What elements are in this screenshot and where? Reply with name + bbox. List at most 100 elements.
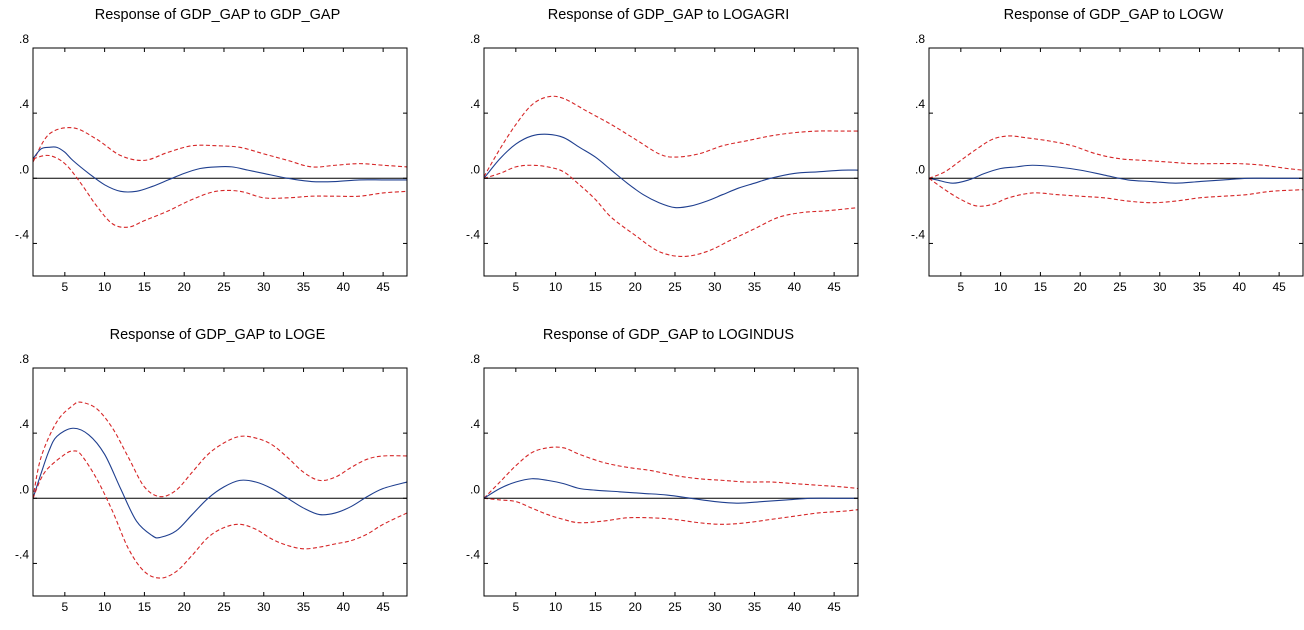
series-group xyxy=(484,95,858,258)
x-tick-label: 5 xyxy=(512,280,519,294)
x-tick-label: 40 xyxy=(788,600,802,614)
response-line xyxy=(929,164,1303,184)
x-tick-label: 10 xyxy=(98,600,112,614)
x-tick-label: 35 xyxy=(297,280,311,294)
upper-band-line xyxy=(484,446,858,499)
y-tick-label: .8 xyxy=(915,32,925,46)
x-tick-label: 20 xyxy=(1074,280,1088,294)
upper-band-line xyxy=(33,401,407,499)
y-tick-label: .0 xyxy=(19,482,29,496)
chart-title: Response of GDP_GAP to LOGW xyxy=(1003,7,1224,23)
y-tick-label: -.4 xyxy=(15,227,29,241)
y-tick-label: .0 xyxy=(470,482,480,496)
upper-band-line xyxy=(484,95,858,177)
y-tick-label: .8 xyxy=(19,32,29,46)
y-tick-label: .8 xyxy=(470,352,480,366)
chart-title: Response of GDP_GAP to GDP_GAP xyxy=(94,7,341,23)
x-tick-label: 5 xyxy=(512,600,519,614)
y-tick-label: .8 xyxy=(19,352,29,366)
x-tick-label: 15 xyxy=(138,600,152,614)
lower-band-line xyxy=(33,154,407,228)
y-tick-label: .4 xyxy=(470,417,480,431)
plot-frame xyxy=(483,47,859,277)
y-tick-label: .0 xyxy=(470,162,480,176)
chart-title: Response of GDP_GAP to LOGINDUS xyxy=(542,327,795,343)
series-group xyxy=(33,401,407,579)
x-tick-label: 10 xyxy=(994,280,1008,294)
chart-plot: .8 .4 .0 -.4 5 10 15 20 25 30 35 40 45 xyxy=(911,32,1304,294)
y-tick-label: .4 xyxy=(470,97,480,111)
lower-band-line xyxy=(33,450,407,579)
chart-panel-logagri: Response of GDP_GAP to LOGAGRI .8 .4 .0 -.4… xyxy=(451,0,886,310)
x-tick-label: 20 xyxy=(629,600,643,614)
x-tick-label: 15 xyxy=(1034,280,1048,294)
x-tick-label: 10 xyxy=(549,600,563,614)
y-tick-label: .4 xyxy=(915,97,925,111)
y-tick-label: -.4 xyxy=(466,227,480,241)
y-tick-label: -.4 xyxy=(15,547,29,561)
upper-band-line xyxy=(929,135,1303,179)
chart-panel-loge: Response of GDP_GAP to LOGE .8 .4 .0 -.4 5 10… xyxy=(0,320,435,630)
plot-frame xyxy=(32,367,408,597)
x-tick-label: 45 xyxy=(376,280,390,294)
y-tick-label: -.4 xyxy=(911,227,925,241)
x-tick-label: 40 xyxy=(337,600,351,614)
plot-frame xyxy=(32,47,408,277)
chart-panel-logindus: Response of GDP_GAP to LOGINDUS .8 .4 .0 -.… xyxy=(451,320,886,630)
y-tick-label: -.4 xyxy=(466,547,480,561)
chart-title: Response of GDP_GAP to LOGE xyxy=(109,327,326,343)
chart-plot: .8 .4 .0 -.4 5 10 15 20 25 30 35 40 45 xyxy=(15,352,408,614)
lower-band-line xyxy=(484,497,858,525)
chart-plot: .8 .4 .0 -.4 5 10 15 20 25 30 35 40 45 xyxy=(466,32,859,294)
x-tick-label: 5 xyxy=(957,280,964,294)
x-tick-label: 10 xyxy=(98,280,112,294)
x-tick-label: 30 xyxy=(708,600,722,614)
x-tick-label: 5 xyxy=(61,600,68,614)
x-tick-label: 25 xyxy=(217,600,231,614)
x-tick-label: 25 xyxy=(1113,280,1127,294)
x-tick-label: 45 xyxy=(827,600,841,614)
upper-band-line xyxy=(33,127,407,168)
y-tick-label: .0 xyxy=(19,162,29,176)
x-tick-label: 25 xyxy=(668,280,682,294)
lower-band-line xyxy=(484,164,858,258)
x-tick-label: 5 xyxy=(61,280,68,294)
x-tick-label: 25 xyxy=(217,280,231,294)
x-tick-label: 10 xyxy=(549,280,563,294)
x-tick-label: 20 xyxy=(178,280,192,294)
response-line xyxy=(484,133,858,209)
x-tick-label: 35 xyxy=(748,600,762,614)
y-tick-label: .0 xyxy=(915,162,925,176)
x-tick-label: 35 xyxy=(748,280,762,294)
x-tick-label: 15 xyxy=(589,600,603,614)
response-line xyxy=(33,146,407,193)
x-tick-label: 20 xyxy=(629,280,643,294)
x-tick-label: 35 xyxy=(297,600,311,614)
x-tick-label: 40 xyxy=(1233,280,1247,294)
x-tick-label: 30 xyxy=(257,600,271,614)
y-tick-label: .8 xyxy=(470,32,480,46)
x-tick-label: 40 xyxy=(337,280,351,294)
chart-panel-logw: Response of GDP_GAP to LOGW .8 .4 .0 -.4 5 10… xyxy=(896,0,1304,310)
plot-frame xyxy=(483,367,859,597)
y-tick-label: .4 xyxy=(19,97,29,111)
x-tick-label: 15 xyxy=(589,280,603,294)
x-tick-label: 25 xyxy=(668,600,682,614)
chart-plot: .8 .4 .0 -.4 5 10 15 20 25 30 35 40 45 xyxy=(15,32,408,294)
series-group xyxy=(929,135,1303,207)
plot-frame xyxy=(928,47,1304,277)
series-group xyxy=(484,446,858,525)
x-tick-label: 45 xyxy=(1272,280,1286,294)
chart-panel-gdp-gap: Response of GDP_GAP to GDP_GAP .8 .4 .0 -.4… xyxy=(0,0,435,310)
response-line xyxy=(484,478,858,504)
x-tick-label: 30 xyxy=(708,280,722,294)
x-tick-label: 20 xyxy=(178,600,192,614)
chart-title: Response of GDP_GAP to LOGAGRI xyxy=(547,7,790,23)
chart-plot: .8 .4 .0 -.4 5 10 15 20 25 30 35 40 45 xyxy=(466,352,859,614)
x-tick-label: 35 xyxy=(1193,280,1207,294)
x-tick-label: 45 xyxy=(827,280,841,294)
response-line xyxy=(33,427,407,539)
x-tick-label: 45 xyxy=(376,600,390,614)
series-group xyxy=(33,127,407,228)
